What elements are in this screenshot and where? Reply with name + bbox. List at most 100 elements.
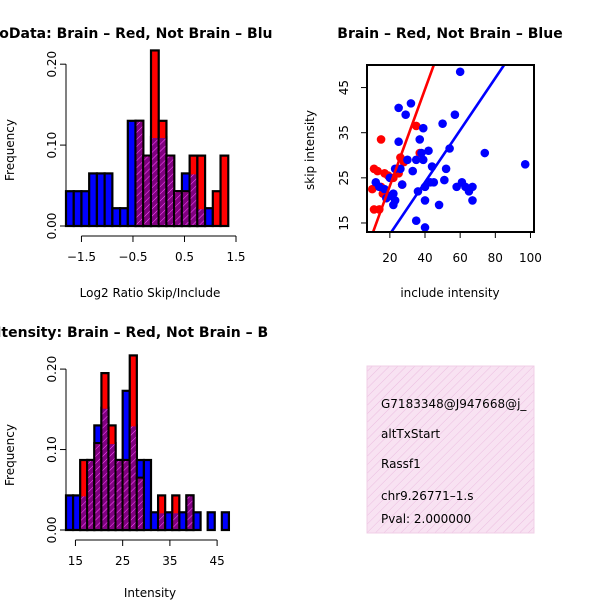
fit-line-brain [371,65,436,232]
point-not-brain [480,148,490,158]
point-not-brain [401,110,410,119]
bar-overlap [159,513,165,529]
bar-not-brain [192,511,202,532]
point-not-brain [418,155,428,165]
bar-not-brain [142,458,153,532]
y-axis-label: Frequency [3,119,17,181]
bar-overlap [190,174,197,225]
chart-title: ne Itensity: Brain – Red, Not Brain – B [0,325,268,341]
bar-overlap [175,192,181,225]
point-not-brain [396,164,405,174]
fit-line-not-brain [389,65,506,232]
bar-not-brain [103,172,114,228]
ratio-histogram: RatioData: Brain – Red, Not Brain – Blu … [0,26,272,300]
y-tick-label: 0.00 [45,517,59,544]
bar-brain [196,154,207,228]
point-not-brain [394,137,403,147]
point-not-brain [415,135,425,144]
x-axis-label: Log2 Ratio Skip/Include [80,286,221,300]
bar-overlap [109,444,115,529]
point-not-brain [406,99,416,108]
bar-overlap [182,192,189,225]
plot-frame [366,64,535,233]
point-not-brain [418,123,428,133]
event-id: G7183348@J947668@j_ [381,397,527,411]
bar-not-brain [126,119,137,228]
point-brain [373,166,382,176]
bar-brain [219,154,230,228]
bar-overlap [159,138,166,225]
intensity-histogram: ne Itensity: Brain – Red, Not Brain – B … [0,325,268,600]
point-not-brain [420,196,430,205]
bar-not-brain [64,190,75,228]
bar-not-brain [80,190,91,228]
bar-overlap [137,478,143,529]
point-not-brain [389,189,398,198]
point-not-brain [397,180,407,189]
point-not-brain [450,110,460,119]
gene-name: Rassf1 [381,457,421,471]
bar-overlap [173,513,179,529]
y-tick-label: 15 [337,215,351,230]
x-tick-label: 60 [453,251,468,265]
y-tick-label: 0.10 [45,436,59,463]
point-not-brain [394,103,403,113]
x-tick-label: 100 [519,251,542,265]
point-not-brain [408,166,418,176]
point-not-brain [390,196,400,205]
genomic-location: chr9.26771–1.s [381,489,473,503]
bar-overlap [136,121,143,225]
bar-overlap [102,408,108,529]
x-tick-label: 35 [162,554,177,568]
bar-not-brain [88,172,99,228]
y-tick-label: 0.00 [45,213,59,240]
point-not-brain [520,159,530,169]
bar-overlap [187,496,193,529]
chart-title: Brain – Red, Not Brain – Blue [337,26,562,42]
bar-not-brain [111,207,122,228]
y-axis-label: Frequency [3,424,17,486]
point-not-brain [434,200,444,210]
bar-not-brain [206,511,216,532]
point-not-brain [424,146,433,156]
x-axis-label: Intensity [124,586,176,600]
x-axis-label: include intensity [400,286,499,300]
y-tick-label: 45 [337,80,351,95]
point-not-brain [420,223,430,232]
y-tick-label: 25 [337,170,351,185]
x-tick-label: −0.5 [118,250,147,264]
bar-overlap [144,156,150,225]
bar-overlap [152,138,158,225]
bar-not-brain [220,511,231,532]
intensity-scatter: Brain – Red, Not Brain – Blue include in… [303,26,563,300]
bar-not-brain [95,172,106,228]
y-tick-label: 0.20 [45,356,59,383]
bar-overlap [116,461,122,529]
point-not-brain [417,148,426,158]
bar-overlap [130,426,136,529]
point-not-brain [411,216,421,226]
event-type: altTxStart [381,427,440,441]
point-brain [376,135,386,144]
point-not-brain [468,196,477,205]
x-tick-label: 25 [115,554,130,568]
point-not-brain [429,178,439,187]
bar-not-brain [203,207,214,228]
x-tick-label: 20 [382,251,397,265]
p-value: Pval: 2.000000 [381,512,471,526]
x-tick-label: 40 [417,251,432,265]
bar-overlap [198,209,205,225]
info-panel-background [366,365,535,534]
point-brain [367,184,377,194]
y-tick-label: 35 [337,125,351,140]
point-not-brain [440,175,449,185]
bar-overlap [123,461,129,529]
point-not-brain [403,155,412,165]
bar-not-brain [72,190,83,228]
point-not-brain [438,119,447,128]
bar-not-brain [118,207,129,228]
x-tick-label: 15 [68,554,83,568]
y-axis-label: skip intensity [303,110,317,190]
chart-title: RatioData: Brain – Red, Not Brain – Blu [0,26,272,42]
